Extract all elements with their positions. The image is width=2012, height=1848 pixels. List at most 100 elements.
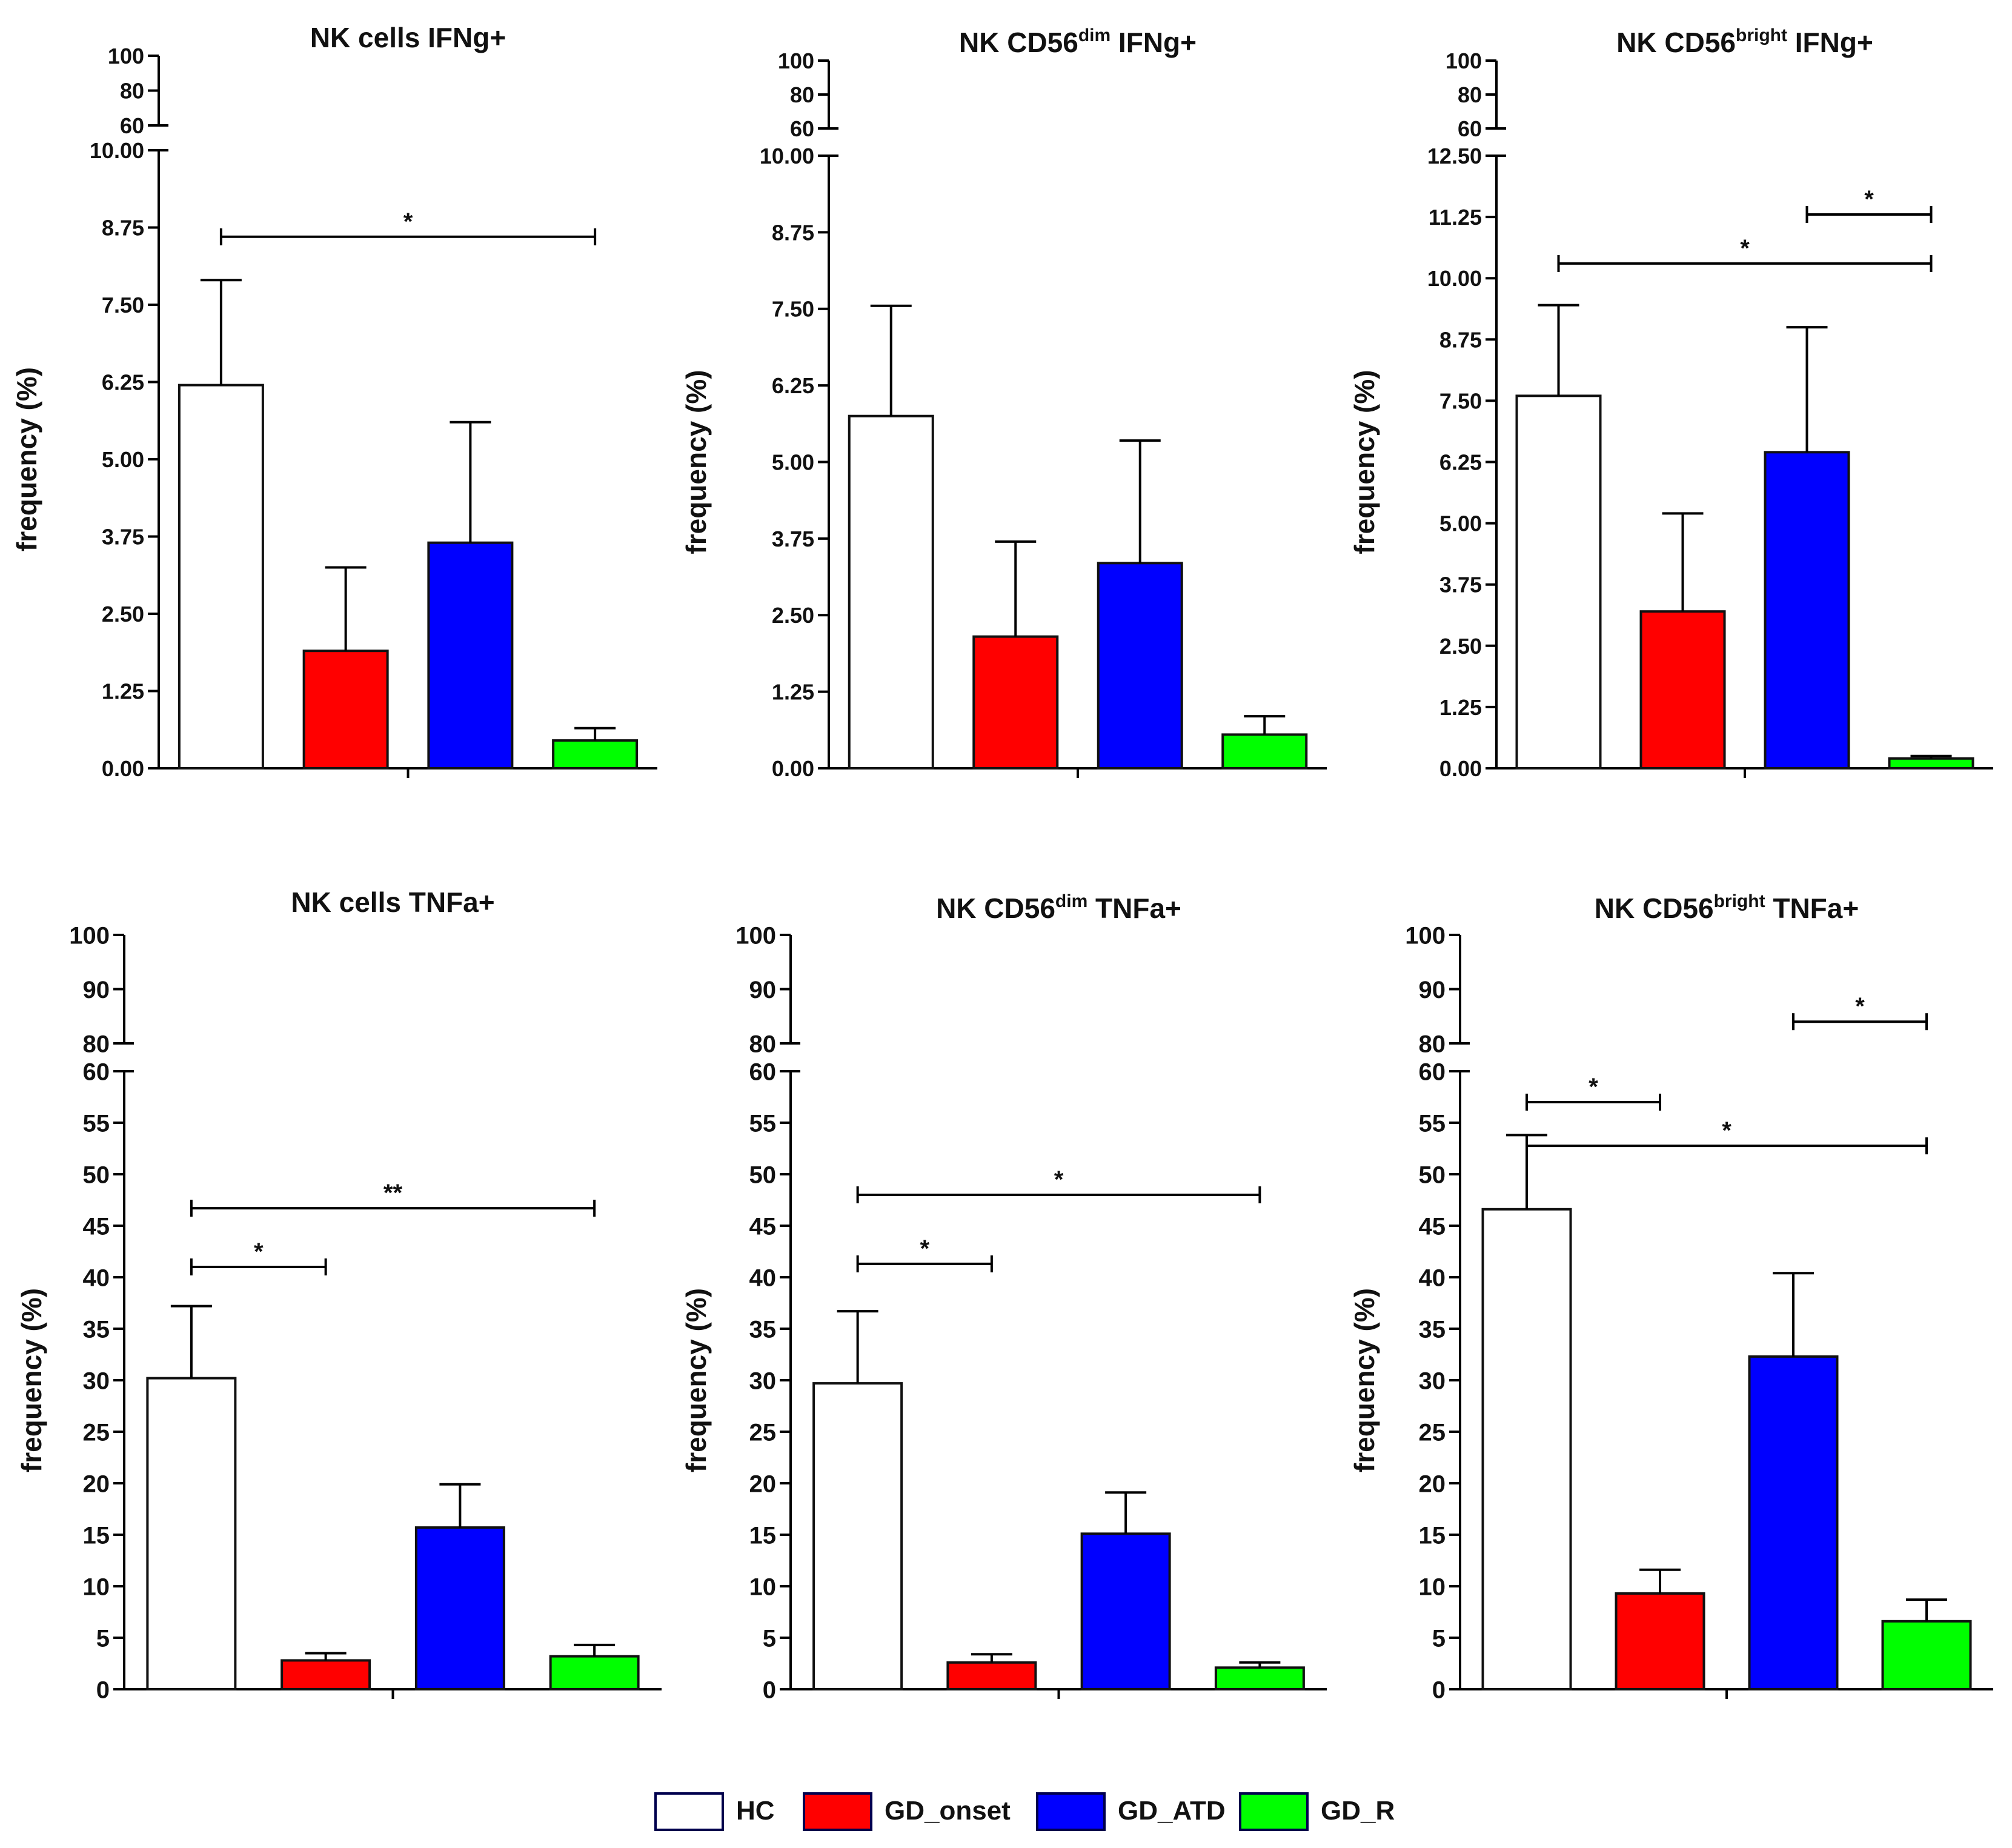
y-tick-label: 6.25 xyxy=(102,370,144,394)
y-upper-tick-label: 60 xyxy=(120,113,144,138)
y-tick-label: 35 xyxy=(749,1316,777,1343)
y-upper-tick-label: 80 xyxy=(749,1031,777,1057)
y-tick-label: 55 xyxy=(1419,1110,1446,1137)
y-upper-tick-label: 80 xyxy=(1458,82,1482,107)
chart-panel-2: NK CD56dim IFNg+ frequency (%) 0.00 1.25 2.5… xyxy=(680,25,1327,781)
chart-title-part: TNFa+ xyxy=(1087,892,1181,924)
chart-panel-5: NK CD56dim TNFa+ frequency (%) 0 5 10 15 20 25 3… xyxy=(680,891,1327,1703)
y-tick-label: 5.00 xyxy=(102,447,144,472)
bar-hc xyxy=(812,1382,903,1691)
y-tick-label: 50 xyxy=(83,1162,110,1188)
chart-title-part: NK cells IFNg+ xyxy=(310,22,506,53)
y-tick-label: 50 xyxy=(749,1162,777,1188)
y-tick-label: 1.25 xyxy=(772,680,814,705)
bar-gd-atd xyxy=(427,541,514,769)
significance-label: * xyxy=(1864,186,1874,213)
chart-title-superscript: dim xyxy=(1078,25,1111,45)
y-tick-label: 8.75 xyxy=(1439,327,1482,352)
y-tick-label: 7.50 xyxy=(772,297,814,322)
bar-gd-atd xyxy=(1097,562,1183,769)
chart-panel-1: NK cells IFNg+ frequency (%) 0.00 1.25 2.50 3… xyxy=(11,22,657,781)
y-tick-label: 30 xyxy=(83,1368,110,1394)
y-tick-label: 50 xyxy=(1419,1162,1446,1188)
legend-swatch-hc xyxy=(654,1792,724,1831)
y-tick-label: 60 xyxy=(83,1059,110,1085)
y-tick-label: 10 xyxy=(83,1574,110,1600)
y-tick-label: 2.50 xyxy=(102,602,144,627)
y-tick-label: 30 xyxy=(1419,1368,1446,1394)
y-tick-label: 0 xyxy=(96,1677,110,1703)
bar-gd-r xyxy=(1888,757,1974,769)
y-tick-label: 20 xyxy=(749,1471,777,1497)
y-tick-label: 15 xyxy=(749,1522,777,1549)
y-tick-label: 20 xyxy=(1419,1471,1446,1497)
y-tick-label: 12.50 xyxy=(1427,144,1482,168)
chart-title: NK CD56bright IFNg+ xyxy=(1616,25,1873,58)
y-tick-label: 15 xyxy=(1419,1522,1446,1549)
chart-title-part: NK CD56 xyxy=(1616,27,1736,58)
y-tick-label: 25 xyxy=(749,1419,777,1446)
y-upper-tick-label: 90 xyxy=(1419,977,1446,1003)
y-tick-label: 5 xyxy=(763,1625,776,1652)
y-tick-label: 8.75 xyxy=(102,215,144,240)
y-tick-label: 3.75 xyxy=(102,524,144,549)
y-tick-label: 10.00 xyxy=(760,144,814,168)
y-tick-label: 0 xyxy=(763,1677,776,1703)
legend: HC GD_onset GD_ATD GD_R xyxy=(654,1775,1418,1848)
y-tick-label: 2.50 xyxy=(1439,634,1482,659)
y-tick-label: 5 xyxy=(96,1625,110,1652)
y-axis-label: frequency (%) xyxy=(680,370,712,554)
bar-gd-r xyxy=(552,739,639,769)
legend-label-gd-onset: GD_onset xyxy=(885,1796,1011,1826)
bar-gd-atd xyxy=(1080,1532,1171,1691)
y-upper-tick-label: 80 xyxy=(1419,1031,1446,1057)
bar-hc xyxy=(146,1377,237,1691)
y-upper-tick-label: 60 xyxy=(790,116,814,141)
chart-title: NK CD56dim TNFa+ xyxy=(936,891,1181,924)
y-upper-tick-label: 100 xyxy=(778,48,814,73)
y-tick-label: 6.25 xyxy=(772,373,814,398)
y-tick-label: 15 xyxy=(83,1522,110,1549)
legend-swatch-gd-atd xyxy=(1036,1792,1106,1831)
bar-gd-r xyxy=(549,1655,640,1691)
bar-hc xyxy=(1515,394,1602,769)
y-tick-label: 10.00 xyxy=(1427,266,1482,291)
chart-title-part: NK cells TNFa+ xyxy=(291,886,494,918)
chart-title-part: NK CD56 xyxy=(1595,892,1714,924)
y-upper-tick-label: 100 xyxy=(108,44,144,68)
legend-label-gd-atd: GD_ATD xyxy=(1118,1796,1226,1826)
y-tick-label: 8.75 xyxy=(772,220,814,245)
y-tick-label: 35 xyxy=(83,1316,110,1343)
significance-label: * xyxy=(1740,235,1750,262)
y-tick-label: 45 xyxy=(749,1213,777,1240)
y-upper-tick-label: 100 xyxy=(1405,922,1446,949)
chart-title-part: IFNg+ xyxy=(1787,27,1873,58)
bar-hc xyxy=(178,384,264,769)
chart-title-superscript: bright xyxy=(1714,891,1765,911)
y-axis-label: frequency (%) xyxy=(1349,370,1380,554)
y-tick-label: 10.00 xyxy=(90,138,144,163)
y-upper-tick-label: 90 xyxy=(749,977,777,1003)
y-tick-label: 3.75 xyxy=(772,527,814,551)
y-tick-label: 11.25 xyxy=(1429,205,1482,230)
y-tick-label: 35 xyxy=(1419,1316,1446,1343)
y-tick-label: 6.25 xyxy=(1439,450,1482,474)
bar-gd-onset xyxy=(946,1661,1037,1691)
legend-swatch-gd-onset xyxy=(803,1792,872,1831)
y-upper-tick-label: 80 xyxy=(83,1031,110,1057)
bar-gd-onset xyxy=(1639,610,1726,770)
significance-label: * xyxy=(254,1238,264,1265)
y-tick-label: 1.25 xyxy=(102,679,144,703)
bar-gd-atd xyxy=(1764,451,1850,769)
y-upper-tick-label: 60 xyxy=(1458,116,1482,141)
y-tick-label: 0.00 xyxy=(1439,756,1482,781)
chart-title-superscript: dim xyxy=(1055,891,1087,911)
bar-gd-r xyxy=(1881,1620,1972,1691)
significance-label: * xyxy=(403,208,413,235)
bar-gd-atd xyxy=(1748,1355,1839,1690)
bar-hc xyxy=(848,414,934,769)
chart-panel-3: NK CD56bright IFNg+ frequency (%) 0.00 1.25… xyxy=(1349,25,1993,781)
y-tick-label: 40 xyxy=(749,1265,777,1291)
significance-label: * xyxy=(1054,1166,1064,1193)
